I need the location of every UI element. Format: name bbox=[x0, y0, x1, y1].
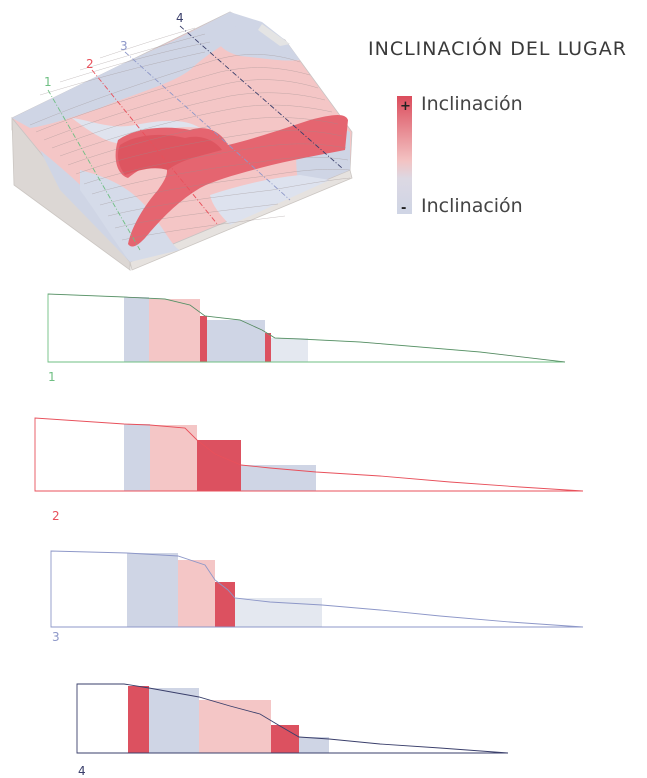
terrain-low-zone bbox=[12, 12, 262, 128]
section-profile-4: 4 bbox=[76, 683, 509, 778]
section-profile-1: 1 bbox=[47, 293, 566, 384]
section-number-3: 3 bbox=[52, 630, 60, 644]
section-line-2 bbox=[91, 69, 219, 226]
section-number-2: 2 bbox=[52, 509, 60, 523]
section-profile-3: 3 bbox=[50, 550, 584, 644]
legend-gradient-bar bbox=[397, 96, 412, 214]
terrain-block: 1 2 3 4 bbox=[11, 11, 353, 272]
legend: + Inclinación - Inclinación bbox=[397, 93, 523, 217]
section-outline-4 bbox=[76, 683, 509, 754]
legend-plus-sign: + bbox=[400, 99, 411, 114]
legend-high-label: Inclinación bbox=[421, 93, 523, 115]
section-line-1 bbox=[47, 89, 141, 251]
section-label-2: 2 bbox=[86, 57, 94, 71]
section-number-1: 1 bbox=[48, 370, 56, 384]
section-label-3: 3 bbox=[120, 39, 128, 53]
terrain-shadow bbox=[258, 24, 290, 46]
contour-lines bbox=[29, 27, 351, 241]
section-profile-2: 2 bbox=[34, 417, 584, 523]
section-label-1: 1 bbox=[44, 75, 52, 89]
diagram-title: INCLINACIÓN DEL LUGAR bbox=[368, 36, 627, 60]
section-number-4: 4 bbox=[78, 764, 86, 778]
legend-minus-sign: - bbox=[401, 201, 406, 216]
section-outline-3 bbox=[50, 550, 584, 628]
section-outline-2 bbox=[34, 417, 584, 492]
legend-low-label: Inclinación bbox=[421, 195, 523, 217]
section-label-4: 4 bbox=[176, 11, 184, 25]
section-line-3 bbox=[124, 51, 291, 201]
section-line-4 bbox=[179, 25, 343, 169]
